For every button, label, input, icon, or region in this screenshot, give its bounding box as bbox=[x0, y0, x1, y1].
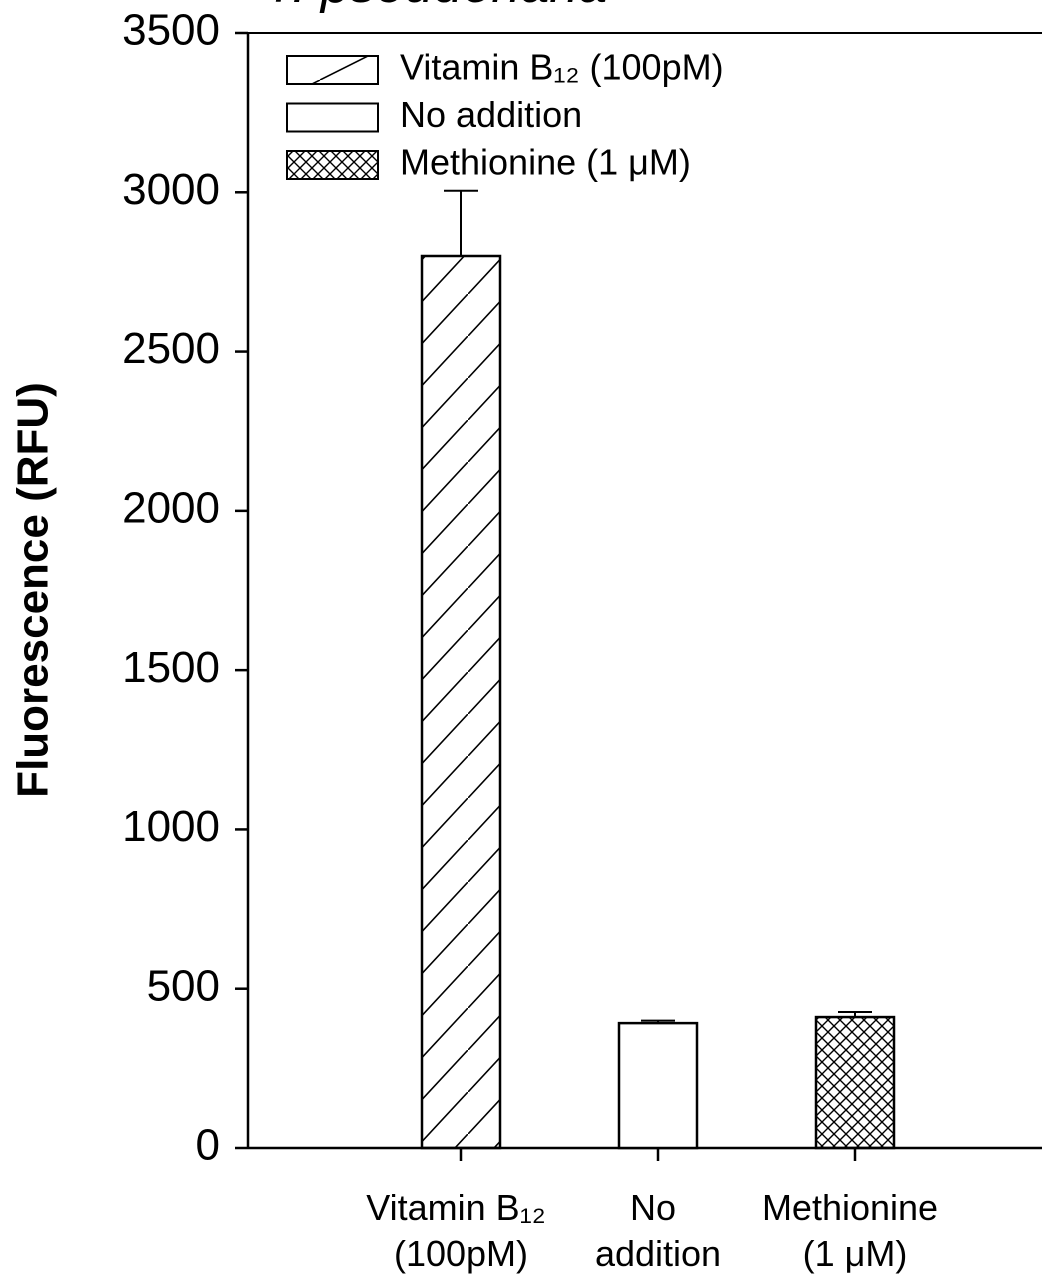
legend-swatch bbox=[286, 102, 379, 133]
x-tick-label-line: (1 μM) bbox=[803, 1233, 908, 1274]
x-tick-label-line: addition bbox=[595, 1233, 721, 1274]
y-tick-label: 2000 bbox=[122, 483, 220, 532]
y-tick-label: 1500 bbox=[122, 643, 220, 692]
x-tick-label: Vitamin B₁₂ (100pM) bbox=[366, 1187, 556, 1274]
x-tick-label-line: Vitamin B₁₂ bbox=[366, 1187, 556, 1228]
y-axis-label: Fluorescence (RFU) bbox=[9, 382, 58, 798]
x-tick-label: Methionine (1 μM) bbox=[762, 1187, 948, 1274]
y-tick-label: 0 bbox=[196, 1121, 220, 1170]
bar bbox=[617, 1021, 699, 1150]
bar bbox=[814, 1015, 896, 1150]
chart-title: T. pseudonana bbox=[265, 0, 607, 14]
x-tick-label-line: (100pM) bbox=[394, 1233, 528, 1274]
legend-swatch bbox=[286, 150, 379, 180]
x-tick-label-line: No bbox=[630, 1187, 686, 1228]
legend-label: Methionine (1 μM) bbox=[400, 142, 691, 183]
y-tick-label: 2500 bbox=[122, 324, 220, 373]
legend-label: No addition bbox=[400, 94, 582, 135]
legend-label: Vitamin B₁₂ (100pM) bbox=[400, 47, 724, 88]
bar bbox=[420, 254, 502, 1150]
y-tick-label: 1000 bbox=[122, 802, 220, 851]
y-tick-label: 3000 bbox=[122, 165, 220, 214]
y-tick-label: 500 bbox=[147, 961, 220, 1010]
x-tick-label: No addition bbox=[595, 1187, 721, 1274]
x-tick-label-line: Methionine bbox=[762, 1187, 948, 1228]
legend-swatch bbox=[286, 55, 379, 85]
y-tick-label: 3500 bbox=[122, 6, 220, 55]
